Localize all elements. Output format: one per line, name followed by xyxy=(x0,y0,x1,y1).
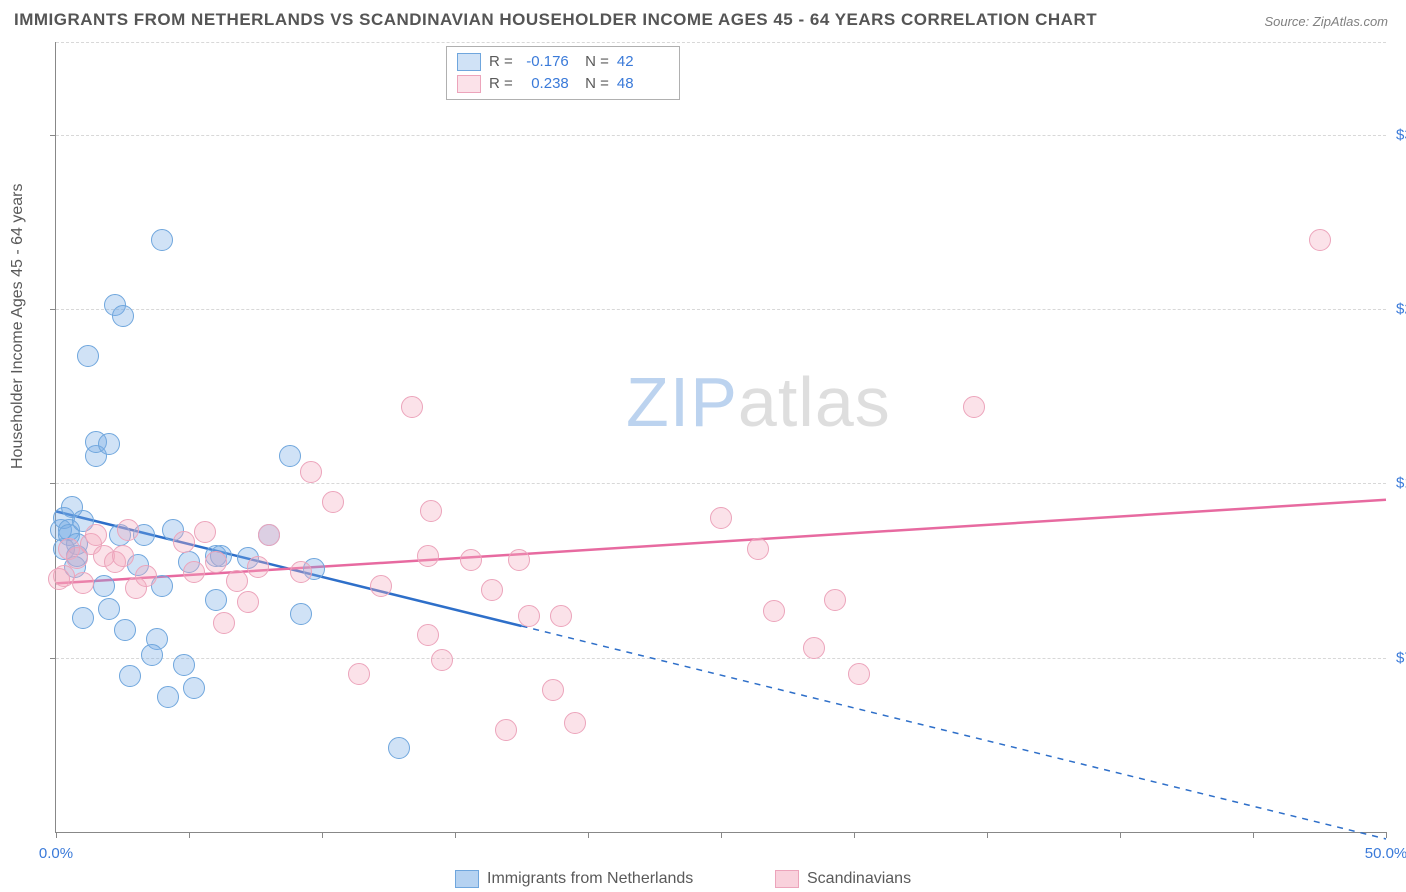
data-point xyxy=(290,603,312,625)
stats-legend-row: R = -0.176 N = 42 xyxy=(457,51,665,73)
source-label: Source: ZipAtlas.com xyxy=(1264,14,1388,29)
series-legend-item: Scandinavians xyxy=(775,870,911,888)
data-point xyxy=(112,305,134,327)
data-point xyxy=(322,491,344,513)
x-tick-label: 0.0% xyxy=(39,845,73,862)
x-tick-label: 50.0% xyxy=(1365,845,1406,862)
data-point xyxy=(348,663,370,685)
stats-legend-row: R = 0.238 N = 48 xyxy=(457,73,665,95)
data-point xyxy=(112,545,134,567)
data-point xyxy=(431,649,453,671)
data-point xyxy=(420,500,442,522)
gridline-h xyxy=(56,309,1386,310)
data-point xyxy=(848,663,870,685)
data-point xyxy=(226,570,248,592)
data-point xyxy=(710,507,732,529)
y-tick-label: $150,000 xyxy=(1396,475,1406,492)
data-point xyxy=(151,229,173,251)
data-point xyxy=(417,545,439,567)
data-point xyxy=(72,572,94,594)
data-point xyxy=(417,624,439,646)
gridline-h xyxy=(56,42,1386,43)
data-point xyxy=(290,561,312,583)
data-point xyxy=(495,719,517,741)
data-point xyxy=(247,556,269,578)
x-tick xyxy=(1253,832,1254,838)
data-point xyxy=(518,605,540,627)
data-point xyxy=(401,396,423,418)
x-tick xyxy=(987,832,988,838)
data-point xyxy=(173,531,195,553)
data-point xyxy=(157,686,179,708)
x-tick xyxy=(1120,832,1121,838)
x-tick xyxy=(189,832,190,838)
data-point xyxy=(963,396,985,418)
data-point xyxy=(183,561,205,583)
data-point xyxy=(85,524,107,546)
data-point xyxy=(460,549,482,571)
data-point xyxy=(550,605,572,627)
data-point xyxy=(370,575,392,597)
x-tick xyxy=(455,832,456,838)
data-point xyxy=(542,679,564,701)
data-point xyxy=(824,589,846,611)
gridline-h xyxy=(56,658,1386,659)
data-point xyxy=(258,524,280,546)
data-point xyxy=(48,568,70,590)
trend-lines xyxy=(56,42,1386,832)
data-point xyxy=(72,607,94,629)
data-point xyxy=(213,612,235,634)
data-point xyxy=(763,600,785,622)
x-tick xyxy=(588,832,589,838)
chart-title: IMMIGRANTS FROM NETHERLANDS VS SCANDINAV… xyxy=(14,10,1097,30)
data-point xyxy=(77,345,99,367)
data-point xyxy=(194,521,216,543)
data-point xyxy=(98,433,120,455)
data-point xyxy=(135,565,157,587)
gridline-h xyxy=(56,483,1386,484)
y-tick-label: $225,000 xyxy=(1396,301,1406,318)
data-point xyxy=(564,712,586,734)
gridline-h xyxy=(56,135,1386,136)
data-point xyxy=(747,538,769,560)
data-point xyxy=(1309,229,1331,251)
data-point xyxy=(173,654,195,676)
data-point xyxy=(300,461,322,483)
data-point xyxy=(205,551,227,573)
x-tick xyxy=(854,832,855,838)
data-point xyxy=(508,549,530,571)
x-tick xyxy=(322,832,323,838)
data-point xyxy=(117,519,139,541)
data-point xyxy=(237,591,259,613)
data-point xyxy=(141,644,163,666)
y-axis-label: Householder Income Ages 45 - 64 years xyxy=(9,184,27,470)
data-point xyxy=(98,598,120,620)
data-point xyxy=(114,619,136,641)
x-tick xyxy=(1386,832,1387,838)
data-point xyxy=(205,589,227,611)
y-tick-label: $75,000 xyxy=(1396,649,1406,666)
data-point xyxy=(93,575,115,597)
data-point xyxy=(388,737,410,759)
series-legend-item: Immigrants from Netherlands xyxy=(455,870,693,888)
watermark: ZIPatlas xyxy=(626,362,891,442)
data-point xyxy=(119,665,141,687)
x-tick xyxy=(56,832,57,838)
data-point xyxy=(803,637,825,659)
y-tick-label: $300,000 xyxy=(1396,126,1406,143)
stats-legend: R = -0.176 N = 42R = 0.238 N = 48 xyxy=(446,46,680,100)
x-tick xyxy=(721,832,722,838)
chart-area: $75,000$150,000$225,000$300,0000.0%50.0%… xyxy=(55,42,1386,833)
data-point xyxy=(183,677,205,699)
data-point xyxy=(481,579,503,601)
data-point xyxy=(279,445,301,467)
